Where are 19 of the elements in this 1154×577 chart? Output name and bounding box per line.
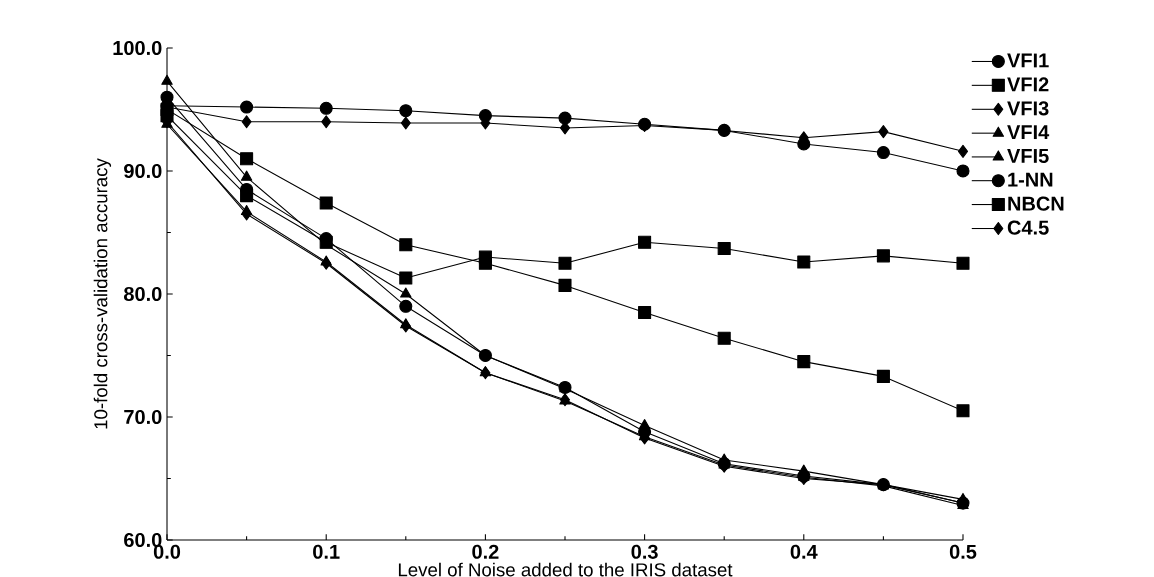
y-tick-label: 70.0 (124, 409, 162, 425)
y-tick-label: 100.0 (113, 40, 162, 56)
legend-label: NBCN (1008, 196, 1064, 211)
x-axis-title: Level of Noise added to the IRIS dataset (398, 562, 733, 577)
legend-label: VFI1 (1007, 53, 1049, 68)
y-axis-title: 10-fold cross-validation accuracy (93, 158, 112, 429)
legend-label: VFI2 (1007, 77, 1049, 92)
y-tick-label: 80.0 (124, 286, 162, 302)
x-tick-label: 0.5 (949, 544, 977, 559)
legend-label: VFI3 (1007, 101, 1049, 116)
x-tick-label: 0.4 (790, 544, 818, 559)
legend-label: C4.5 (1007, 220, 1049, 235)
x-tick-label: 0.3 (631, 544, 658, 559)
legend-label: VFI4 (1007, 125, 1050, 140)
legend-label: 1-NN (1008, 172, 1053, 187)
x-tick-label: 0.1 (313, 544, 340, 559)
y-tick-label: 90.0 (124, 163, 162, 179)
legend-label: VFI5 (1007, 149, 1049, 163)
x-tick-label: 0.2 (472, 544, 499, 559)
